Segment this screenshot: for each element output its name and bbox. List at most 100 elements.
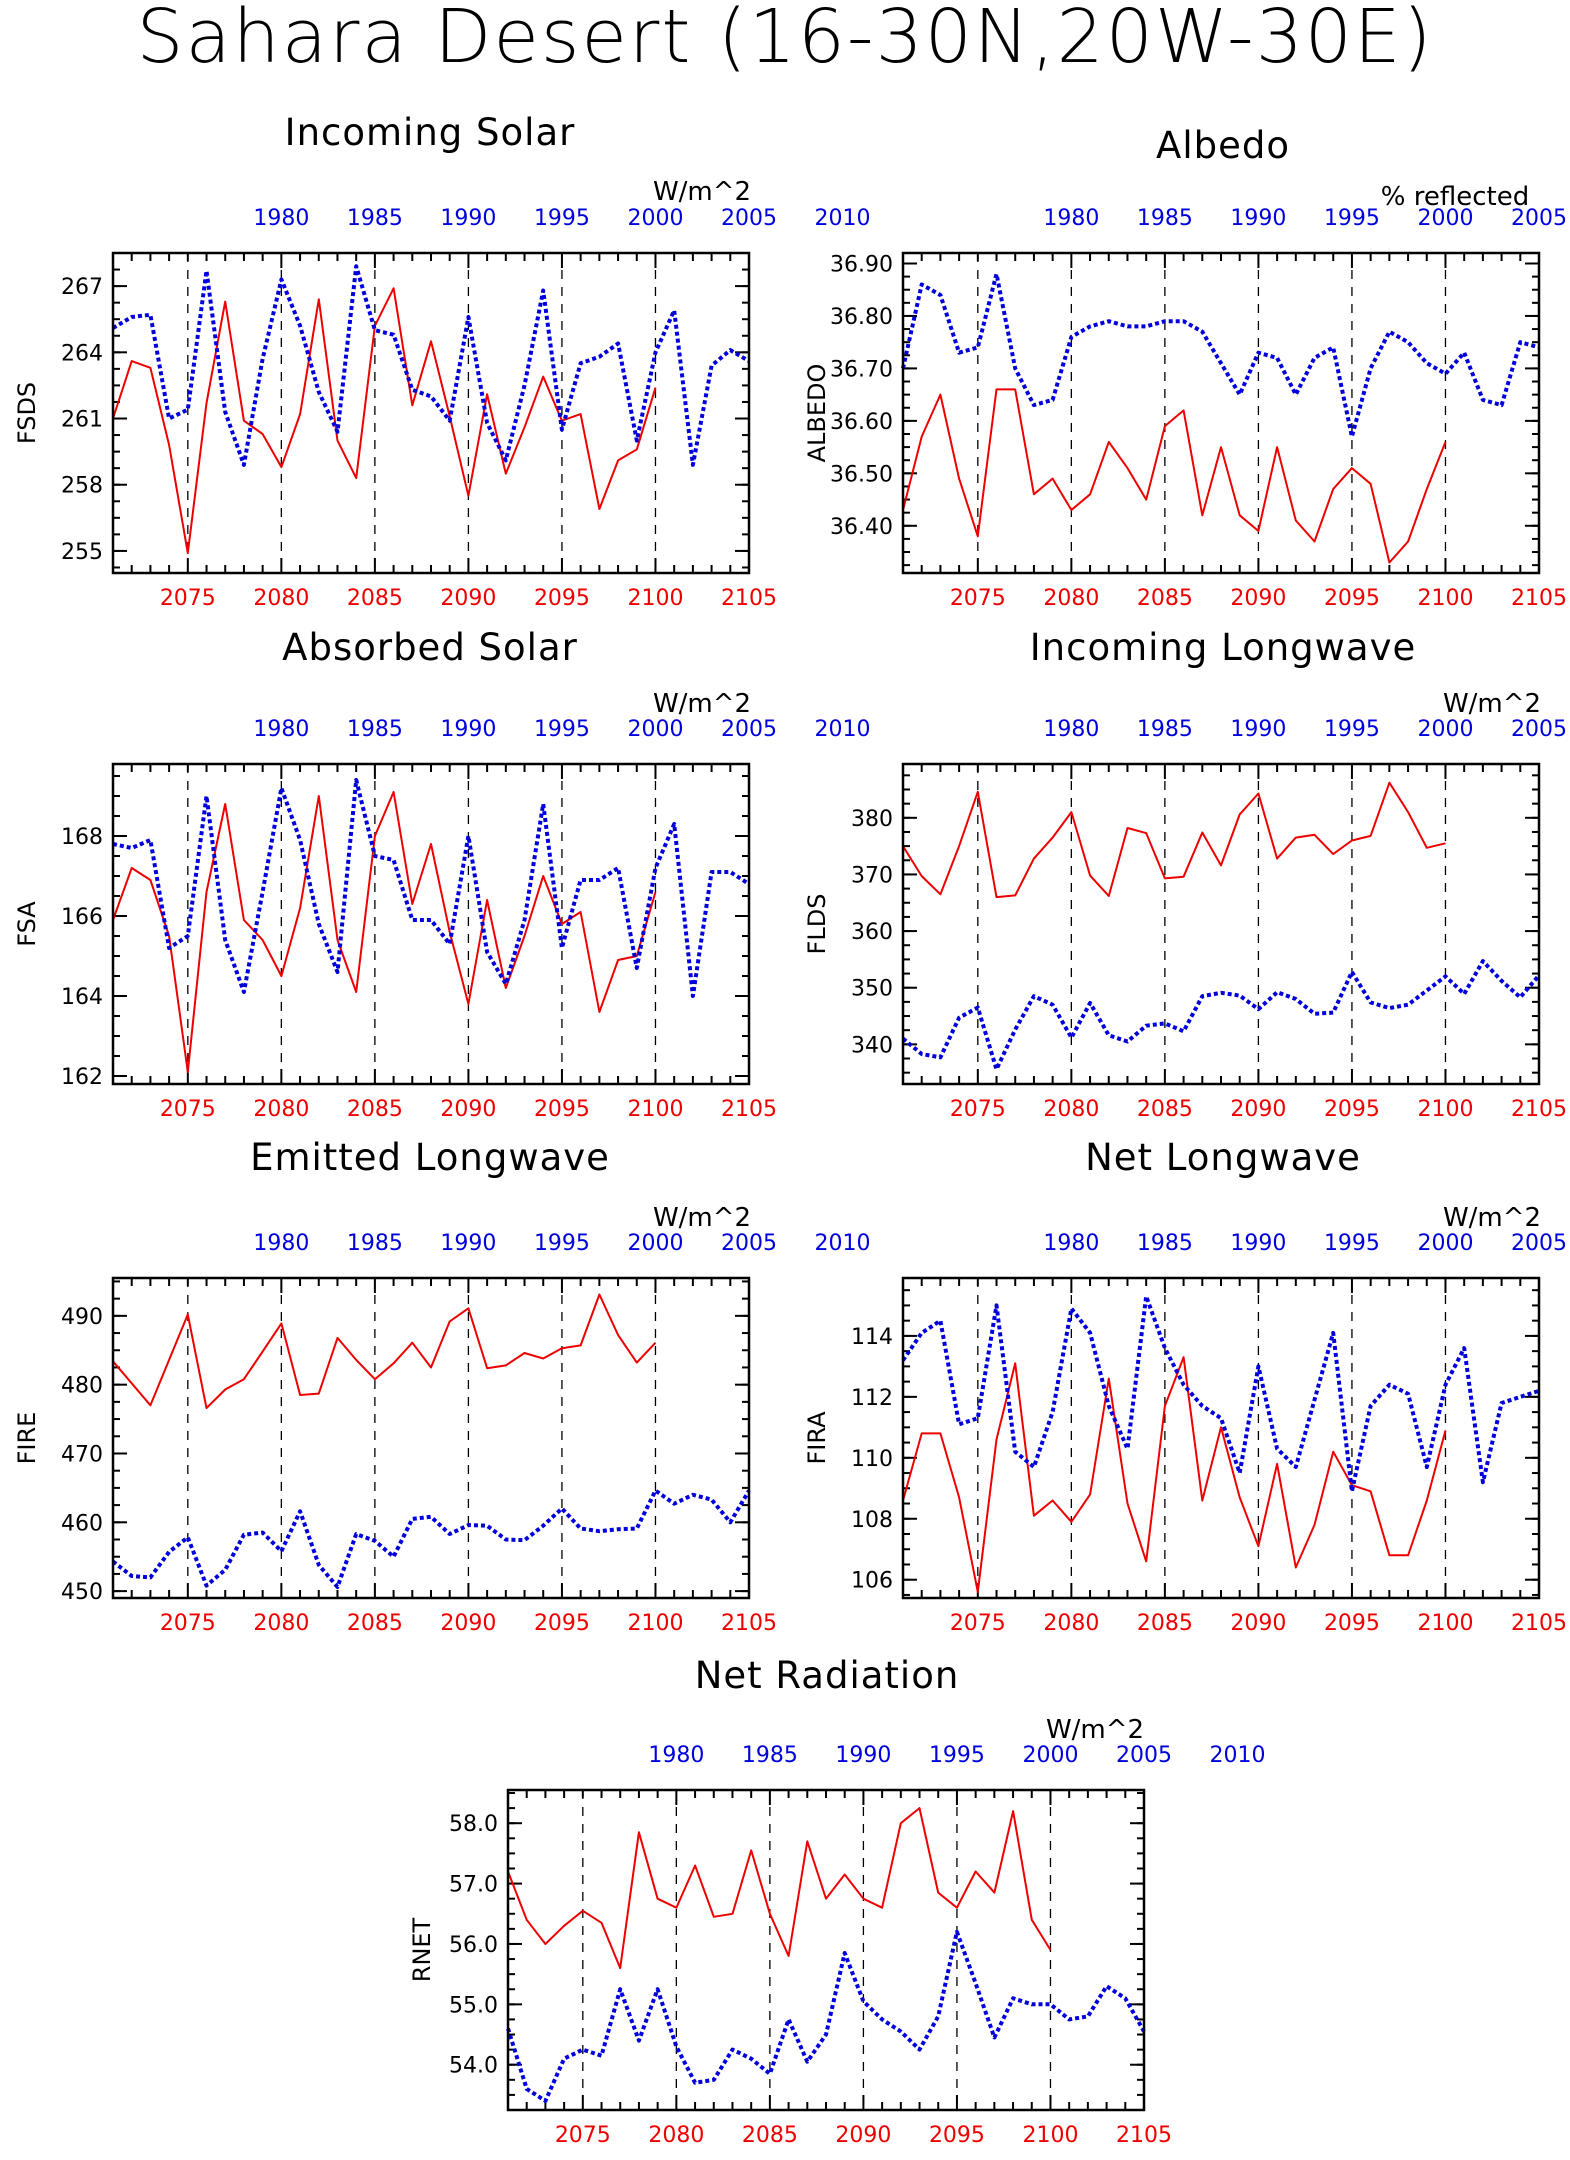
x-tick-label-top: 1990 — [1230, 206, 1286, 231]
x-tick-label-bottom: 2105 — [1511, 586, 1567, 611]
x-tick-label-top: 2010 — [1210, 1743, 1266, 1768]
x-tick-label-top: 2000 — [1417, 717, 1473, 742]
series-line-historical — [111, 1488, 751, 1589]
x-tick-label-top: 1995 — [534, 717, 590, 742]
x-tick-label-top: 2005 — [721, 1231, 777, 1256]
x-tick-label-bottom: 2095 — [1324, 586, 1380, 611]
figure-title: Sahara Desert (16-30N,20W-30E) — [136, 0, 1433, 80]
y-axis-label: FIRA — [803, 1411, 831, 1465]
plot-frame — [901, 762, 1541, 1086]
x-tick-label-top: 2005 — [1511, 206, 1567, 231]
x-tick-label-top: 2005 — [1116, 1743, 1172, 1768]
y-tick-label: 36.90 — [830, 252, 893, 277]
units-label: W/m^2 — [653, 1203, 751, 1233]
y-tick-label: 162 — [61, 1065, 103, 1090]
y-axis-label: FIRE — [13, 1412, 41, 1465]
x-tick-label-bottom: 2105 — [1116, 2123, 1172, 2148]
x-tick-label-bottom: 2095 — [534, 1097, 590, 1122]
y-tick-label: 168 — [61, 825, 103, 850]
series-line-future — [112, 1293, 657, 1410]
chart-title: Emitted Longwave — [250, 1136, 610, 1179]
x-tick-label-top: 2005 — [721, 717, 777, 742]
x-tick-label-top: 2000 — [1022, 1743, 1078, 1768]
series-line-historical — [901, 959, 1541, 1072]
x-tick-label-bottom: 2075 — [160, 586, 216, 611]
x-tick-label-bottom: 2090 — [835, 2123, 891, 2148]
x-tick-label-bottom: 2100 — [1417, 1611, 1473, 1636]
x-tick-label-top: 1985 — [1137, 1231, 1193, 1256]
x-tick-label-bottom: 2090 — [440, 1097, 496, 1122]
series-line-future — [112, 287, 657, 555]
y-tick-label: 36.50 — [830, 462, 893, 487]
y-tick-label: 460 — [61, 1511, 103, 1536]
y-tick-label: 36.70 — [830, 357, 893, 382]
x-tick-label-bottom: 2085 — [1137, 1097, 1193, 1122]
x-tick-label-top: 2005 — [1511, 1231, 1567, 1256]
chart-fsds: Incoming Solar W/m^2 FSDS 2075 2080 2085 2090 2… — [13, 111, 871, 611]
x-tick-label-bottom: 2100 — [1022, 2123, 1078, 2148]
x-tick-label-top: 2000 — [627, 717, 683, 742]
series-line-future — [902, 388, 1447, 564]
x-tick-label-bottom: 2085 — [347, 1097, 403, 1122]
chart-albedo: Albedo % reflected ALBEDO 2075 2080 2085 2090 2… — [803, 124, 1567, 611]
x-tick-label-top: 1995 — [534, 1231, 590, 1256]
x-tick-label-bottom: 2095 — [534, 1611, 590, 1636]
series-line-future — [112, 791, 657, 1073]
x-tick-label-bottom: 2075 — [950, 1611, 1006, 1636]
x-tick-label-bottom: 2095 — [534, 586, 590, 611]
x-tick-label-top: 1985 — [347, 206, 403, 231]
y-tick-label: 340 — [851, 1033, 893, 1058]
y-tick-label: 480 — [61, 1374, 103, 1399]
x-tick-label-bottom: 2090 — [440, 586, 496, 611]
x-tick-label-bottom: 2095 — [1324, 1611, 1380, 1636]
x-tick-label-top: 2000 — [627, 206, 683, 231]
y-tick-label: 164 — [61, 985, 103, 1010]
series-line-historical — [901, 272, 1540, 439]
x-tick-label-bottom: 2075 — [950, 1097, 1006, 1122]
y-tick-label: 261 — [61, 408, 103, 433]
units-label: W/m^2 — [653, 177, 751, 207]
chart-fira: Net Longwave W/m^2 FIRA 2075 2080 2085 2090 209… — [803, 1136, 1567, 1636]
chart-title: Net Longwave — [1085, 1136, 1361, 1179]
x-tick-label-top: 2005 — [1511, 717, 1567, 742]
x-tick-label-top: 1980 — [648, 1743, 704, 1768]
x-tick-label-bottom: 2075 — [160, 1097, 216, 1122]
y-tick-label: 57.0 — [449, 1873, 498, 1898]
units-label: W/m^2 — [1443, 1203, 1541, 1233]
x-tick-label-bottom: 2080 — [1043, 586, 1099, 611]
y-axis-label: FLDS — [803, 894, 831, 955]
y-tick-label: 380 — [851, 807, 893, 832]
chart-rnet: Net Radiation W/m^2 RNET 2075 2080 2085 2090 20… — [408, 1654, 1266, 2148]
y-tick-label: 112 — [851, 1386, 893, 1411]
x-tick-label-bottom: 2105 — [1511, 1611, 1567, 1636]
y-tick-label: 258 — [61, 474, 103, 499]
plot-frame — [111, 1276, 751, 1600]
plot-frame — [901, 251, 1541, 575]
series-line-future — [507, 1807, 1052, 1970]
x-tick-label-bottom: 2080 — [253, 1611, 309, 1636]
x-tick-label-top: 1980 — [1043, 1231, 1099, 1256]
x-tick-label-top: 1995 — [534, 206, 590, 231]
y-tick-label: 58.0 — [449, 1812, 498, 1837]
x-tick-label-top: 1990 — [835, 1743, 891, 1768]
chart-fsa: Absorbed Solar W/m^2 FSA 2075 2080 2085 2090 20… — [13, 626, 871, 1122]
x-tick-label-top: 1995 — [1324, 206, 1380, 231]
x-tick-label-bottom: 2085 — [347, 1611, 403, 1636]
series-line-future — [902, 781, 1446, 899]
plot-frame — [901, 1276, 1541, 1600]
x-tick-label-bottom: 2090 — [1230, 586, 1286, 611]
charts-container: Incoming Solar W/m^2 FSDS 2075 2080 2085 2090 2… — [13, 111, 1567, 2148]
x-tick-label-bottom: 2100 — [1417, 586, 1473, 611]
x-tick-label-bottom: 2085 — [742, 2123, 798, 2148]
x-tick-label-bottom: 2080 — [253, 1097, 309, 1122]
y-tick-label: 450 — [61, 1580, 103, 1605]
y-tick-label: 255 — [61, 540, 103, 565]
x-tick-label-top: 2000 — [1417, 1231, 1473, 1256]
chart-title: Absorbed Solar — [282, 626, 578, 669]
x-tick-label-bottom: 2080 — [1043, 1611, 1099, 1636]
chart-title: Incoming Solar — [285, 111, 576, 154]
y-tick-label: 36.80 — [830, 305, 893, 330]
units-label: % reflected — [1381, 182, 1529, 212]
y-axis-label: ALBEDO — [803, 364, 831, 463]
